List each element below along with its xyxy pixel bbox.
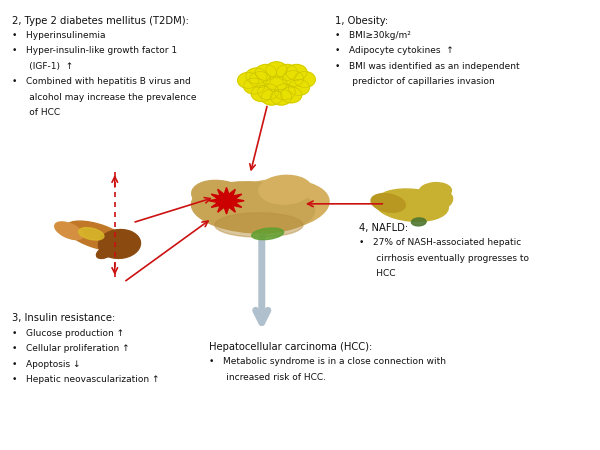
Ellipse shape [251, 228, 284, 240]
Circle shape [274, 84, 295, 100]
Text: •   Apoptosis ↓: • Apoptosis ↓ [12, 360, 80, 369]
Text: Hepatocellular carcinoma (HCC):: Hepatocellular carcinoma (HCC): [209, 342, 372, 352]
Ellipse shape [55, 222, 83, 239]
Polygon shape [209, 188, 244, 214]
Text: •   Hyperinsulinemia: • Hyperinsulinemia [12, 31, 106, 40]
Circle shape [238, 72, 259, 88]
Circle shape [288, 80, 310, 95]
Text: increased risk of HCC.: increased risk of HCC. [209, 373, 326, 382]
Ellipse shape [406, 189, 452, 213]
Text: •   Metabolic syndrome is in a close connection with: • Metabolic syndrome is in a close conne… [209, 357, 446, 366]
Text: 4, NAFLD:: 4, NAFLD: [359, 223, 408, 233]
Text: HCC: HCC [359, 269, 395, 278]
Circle shape [257, 84, 279, 100]
Text: •   Cellular proliferation ↑: • Cellular proliferation ↑ [12, 344, 130, 353]
Circle shape [283, 71, 304, 86]
Text: •   Adipocyte cytokines  ↑: • Adipocyte cytokines ↑ [335, 46, 454, 55]
Text: 3, Insulin resistance:: 3, Insulin resistance: [12, 313, 115, 323]
Text: •   Combined with hepatitis B virus and: • Combined with hepatitis B virus and [12, 77, 191, 86]
Text: •   BMI was identified as an independent: • BMI was identified as an independent [335, 62, 520, 71]
Text: alcohol may increase the prevalence: alcohol may increase the prevalence [12, 93, 196, 102]
Ellipse shape [192, 180, 250, 212]
Circle shape [250, 72, 271, 87]
Ellipse shape [419, 183, 451, 199]
Text: •   Glucose production ↑: • Glucose production ↑ [12, 328, 124, 338]
Circle shape [266, 76, 287, 92]
Ellipse shape [191, 182, 314, 233]
Text: cirrhosis eventually progresses to: cirrhosis eventually progresses to [359, 254, 529, 263]
Ellipse shape [66, 221, 128, 251]
Ellipse shape [97, 245, 115, 258]
Circle shape [294, 72, 315, 87]
Circle shape [281, 87, 302, 103]
Ellipse shape [218, 180, 329, 231]
Text: •   Hyper-insulin-like growth factor 1: • Hyper-insulin-like growth factor 1 [12, 46, 177, 55]
Ellipse shape [375, 189, 448, 221]
Text: •   27% of NASH-associated hepatic: • 27% of NASH-associated hepatic [359, 238, 521, 247]
Text: •   BMI≥30kg/m²: • BMI≥30kg/m² [335, 31, 411, 40]
Text: (IGF-1)  ↑: (IGF-1) ↑ [12, 62, 73, 71]
Circle shape [246, 68, 267, 84]
Text: of HCC: of HCC [12, 108, 60, 117]
Circle shape [277, 64, 298, 81]
Circle shape [261, 89, 283, 105]
Circle shape [251, 86, 272, 102]
Text: •   Hepatic neovascularization ↑: • Hepatic neovascularization ↑ [12, 375, 160, 384]
Circle shape [286, 64, 307, 81]
Ellipse shape [259, 176, 312, 204]
Ellipse shape [79, 228, 104, 240]
Ellipse shape [412, 218, 426, 226]
Circle shape [244, 78, 265, 94]
Text: 2, Type 2 diabetes mellitus (T2DM):: 2, Type 2 diabetes mellitus (T2DM): [12, 16, 189, 26]
Circle shape [271, 89, 292, 105]
Circle shape [256, 64, 277, 81]
Circle shape [266, 62, 287, 78]
Text: predictor of capillaries invasion: predictor of capillaries invasion [335, 77, 495, 86]
Ellipse shape [215, 213, 303, 237]
Ellipse shape [371, 194, 406, 212]
Text: 1, Obesity:: 1, Obesity: [335, 16, 388, 26]
Ellipse shape [98, 230, 140, 258]
